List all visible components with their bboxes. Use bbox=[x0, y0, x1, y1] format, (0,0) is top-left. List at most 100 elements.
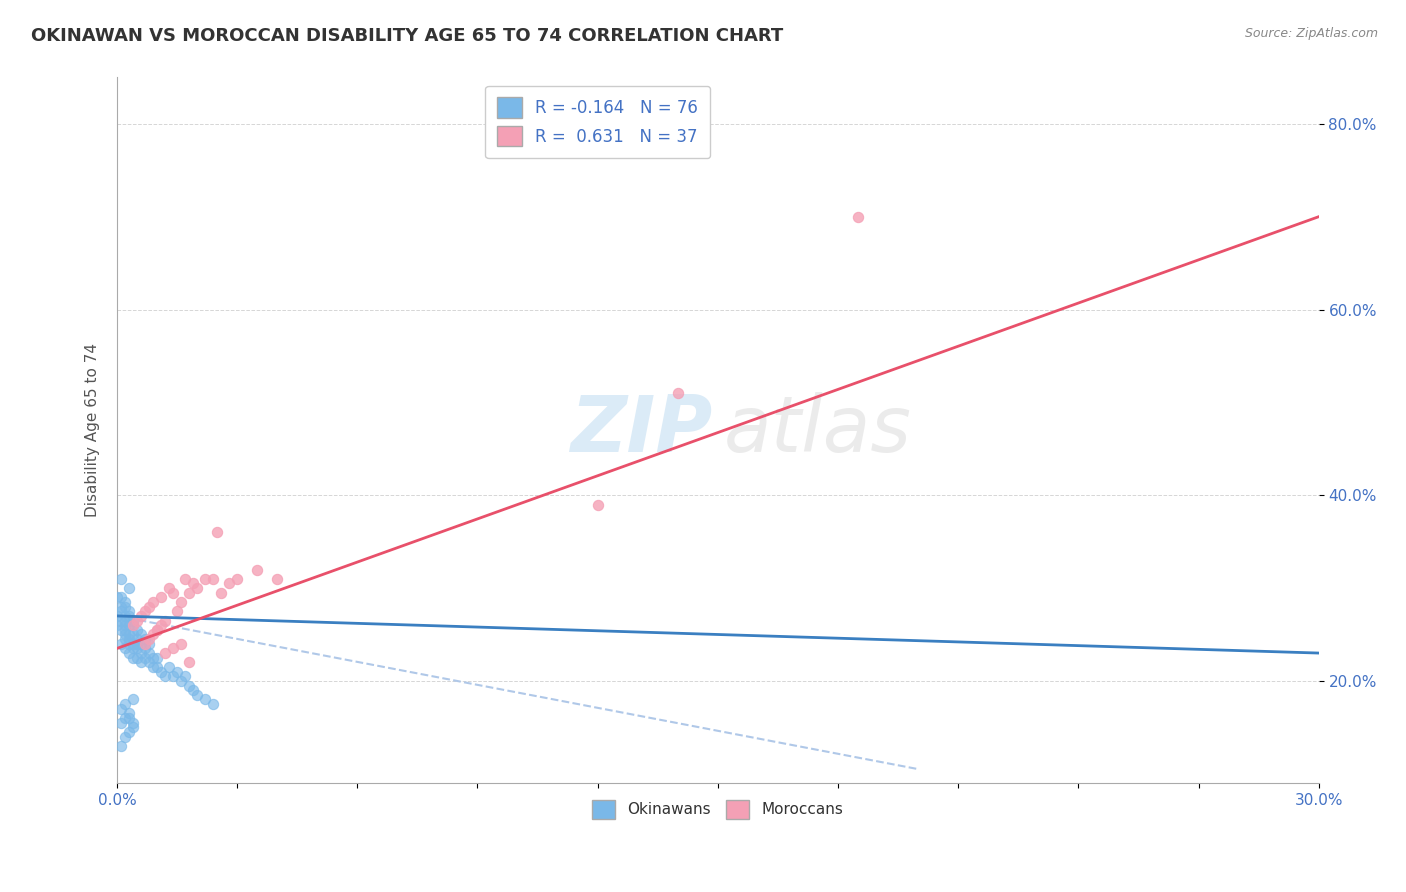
Point bbox=[114, 595, 136, 609]
Point bbox=[666, 386, 689, 401]
Point bbox=[150, 591, 173, 605]
Point bbox=[134, 604, 156, 618]
Point bbox=[146, 660, 169, 674]
Point bbox=[170, 673, 193, 688]
Point bbox=[114, 627, 136, 641]
Point bbox=[114, 697, 136, 711]
Point bbox=[122, 641, 145, 656]
Point bbox=[142, 595, 165, 609]
Point bbox=[202, 572, 225, 586]
Point bbox=[129, 656, 152, 670]
Point bbox=[146, 650, 169, 665]
Point bbox=[138, 656, 160, 670]
Point bbox=[114, 623, 136, 637]
Point bbox=[134, 637, 156, 651]
Point bbox=[129, 627, 152, 641]
Point bbox=[205, 525, 228, 540]
Point bbox=[194, 692, 217, 706]
Point bbox=[105, 618, 128, 632]
Point bbox=[134, 641, 156, 656]
Point bbox=[181, 576, 204, 591]
Point bbox=[134, 650, 156, 665]
Point bbox=[110, 702, 132, 716]
Point bbox=[129, 646, 152, 660]
Point bbox=[177, 585, 200, 599]
Point bbox=[110, 715, 132, 730]
Point bbox=[266, 572, 288, 586]
Point bbox=[118, 711, 141, 725]
Point bbox=[122, 637, 145, 651]
Point bbox=[146, 623, 169, 637]
Point bbox=[125, 623, 148, 637]
Point bbox=[114, 599, 136, 614]
Point bbox=[114, 730, 136, 744]
Point bbox=[142, 627, 165, 641]
Point bbox=[153, 614, 176, 628]
Point bbox=[166, 665, 188, 679]
Point bbox=[118, 608, 141, 623]
Point bbox=[162, 585, 184, 599]
Point bbox=[209, 585, 232, 599]
Point bbox=[122, 618, 145, 632]
Point bbox=[194, 572, 217, 586]
Point bbox=[122, 720, 145, 734]
Point bbox=[118, 725, 141, 739]
Point bbox=[105, 608, 128, 623]
Point bbox=[134, 632, 156, 647]
Point bbox=[153, 669, 176, 683]
Point bbox=[202, 697, 225, 711]
Point bbox=[125, 614, 148, 628]
Point bbox=[218, 576, 240, 591]
Point bbox=[153, 646, 176, 660]
Legend: Okinawans, Moroccans: Okinawans, Moroccans bbox=[586, 794, 849, 825]
Point bbox=[114, 632, 136, 647]
Point bbox=[150, 618, 173, 632]
Point bbox=[122, 614, 145, 628]
Point bbox=[162, 641, 184, 656]
Point bbox=[177, 679, 200, 693]
Point bbox=[125, 632, 148, 647]
Point bbox=[114, 711, 136, 725]
Text: ZIP: ZIP bbox=[569, 392, 711, 468]
Point bbox=[110, 572, 132, 586]
Point bbox=[110, 614, 132, 628]
Point bbox=[125, 641, 148, 656]
Point bbox=[586, 498, 609, 512]
Point bbox=[174, 669, 197, 683]
Point bbox=[157, 581, 180, 595]
Text: Source: ZipAtlas.com: Source: ZipAtlas.com bbox=[1244, 27, 1378, 40]
Point bbox=[110, 599, 132, 614]
Point bbox=[110, 739, 132, 753]
Point bbox=[118, 604, 141, 618]
Point bbox=[110, 591, 132, 605]
Point bbox=[118, 706, 141, 721]
Point bbox=[118, 581, 141, 595]
Point bbox=[110, 637, 132, 651]
Point bbox=[114, 618, 136, 632]
Point bbox=[170, 595, 193, 609]
Text: OKINAWAN VS MOROCCAN DISABILITY AGE 65 TO 74 CORRELATION CHART: OKINAWAN VS MOROCCAN DISABILITY AGE 65 T… bbox=[31, 27, 783, 45]
Point bbox=[118, 646, 141, 660]
Point bbox=[118, 632, 141, 647]
Point bbox=[181, 683, 204, 698]
Point bbox=[166, 604, 188, 618]
Point bbox=[226, 572, 249, 586]
Point bbox=[186, 688, 208, 702]
Point bbox=[125, 650, 148, 665]
Point bbox=[122, 692, 145, 706]
Point bbox=[125, 637, 148, 651]
Point bbox=[146, 623, 169, 637]
Point bbox=[122, 650, 145, 665]
Point bbox=[142, 650, 165, 665]
Point bbox=[150, 665, 173, 679]
Point bbox=[138, 599, 160, 614]
Text: atlas: atlas bbox=[724, 392, 911, 468]
Point bbox=[138, 646, 160, 660]
Point bbox=[177, 656, 200, 670]
Point bbox=[122, 627, 145, 641]
Point bbox=[162, 669, 184, 683]
Point bbox=[246, 562, 269, 576]
Point bbox=[114, 608, 136, 623]
Point bbox=[170, 637, 193, 651]
Point bbox=[118, 627, 141, 641]
